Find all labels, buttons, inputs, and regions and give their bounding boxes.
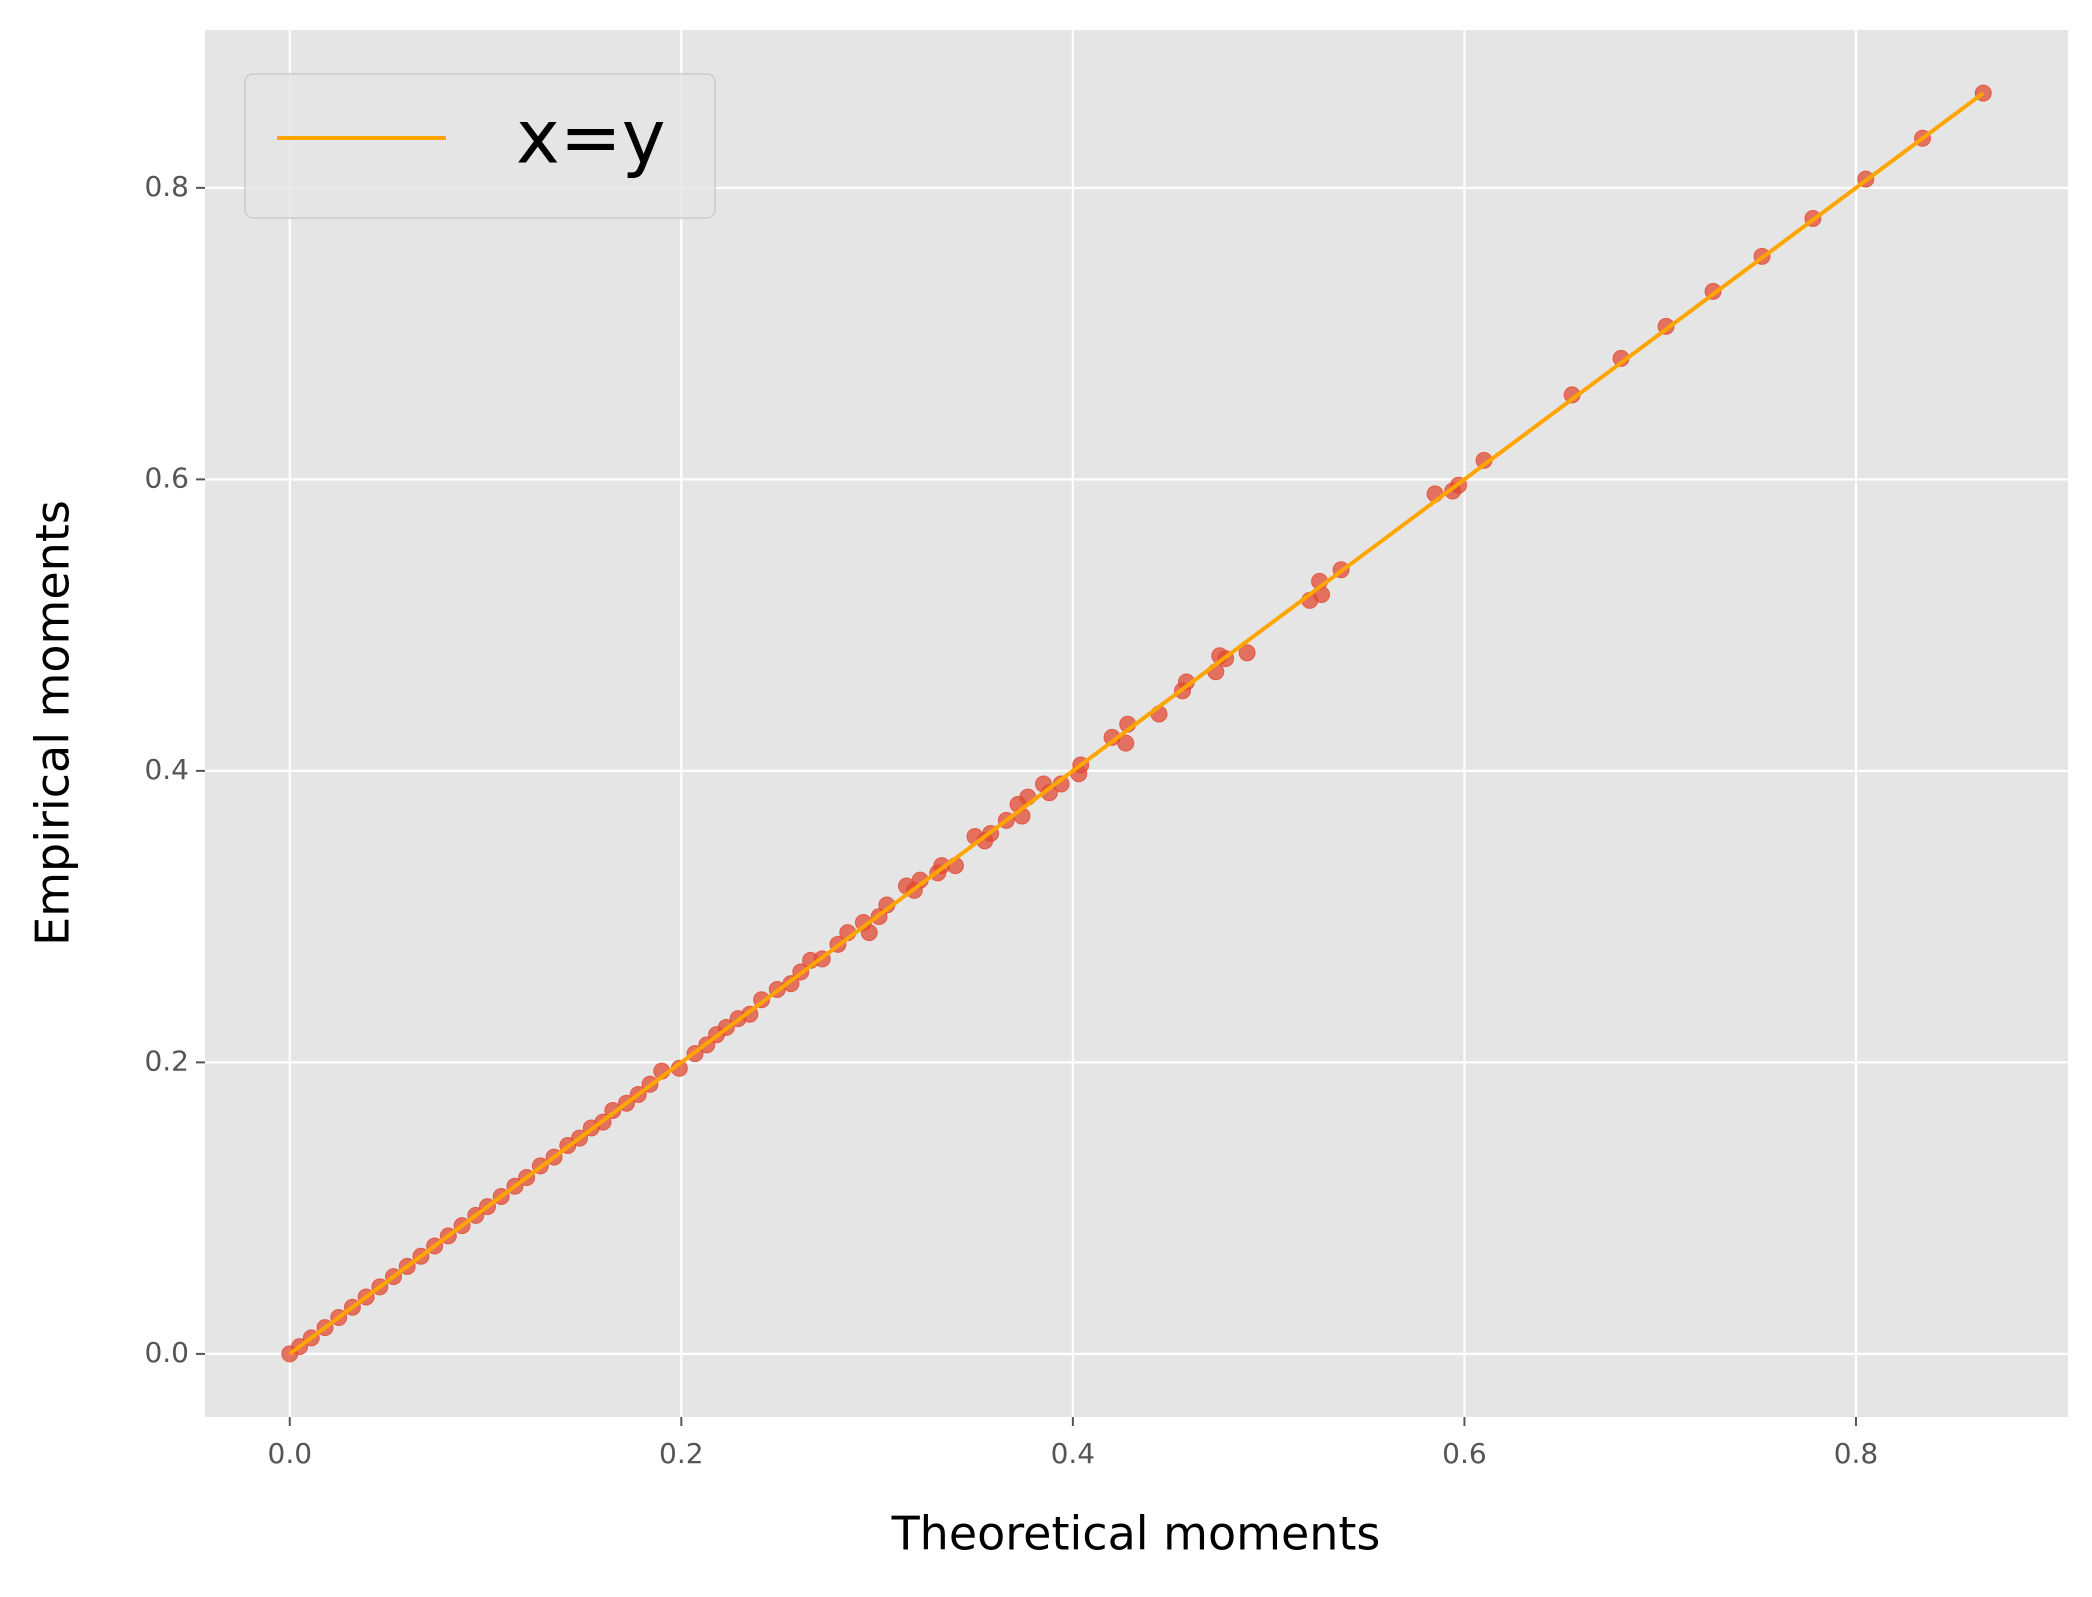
y-axis-label: Empirical moments (26, 500, 80, 946)
line (288, 91, 1985, 1356)
y-tick-label: 0.4 (144, 753, 189, 786)
y-tick-label: 0.6 (144, 461, 189, 494)
x-tick-label: 0.0 (268, 1437, 313, 1470)
y-tick-label: 0.2 (144, 1044, 189, 1077)
legend-box (244, 73, 716, 219)
y-tick-label: 0.0 (144, 1336, 189, 1369)
point (1238, 644, 1256, 662)
x-tick-label: 0.4 (1051, 1437, 1096, 1470)
legend-label: x=y (516, 95, 666, 181)
x-tick-label: 0.2 (659, 1437, 704, 1470)
y-tick-label: 0.8 (144, 170, 189, 203)
x-tick-label: 0.6 (1442, 1437, 1487, 1470)
x-axis-label: Theoretical moments (891, 1507, 1381, 1561)
x-tick-label: 0.8 (1834, 1437, 1879, 1470)
